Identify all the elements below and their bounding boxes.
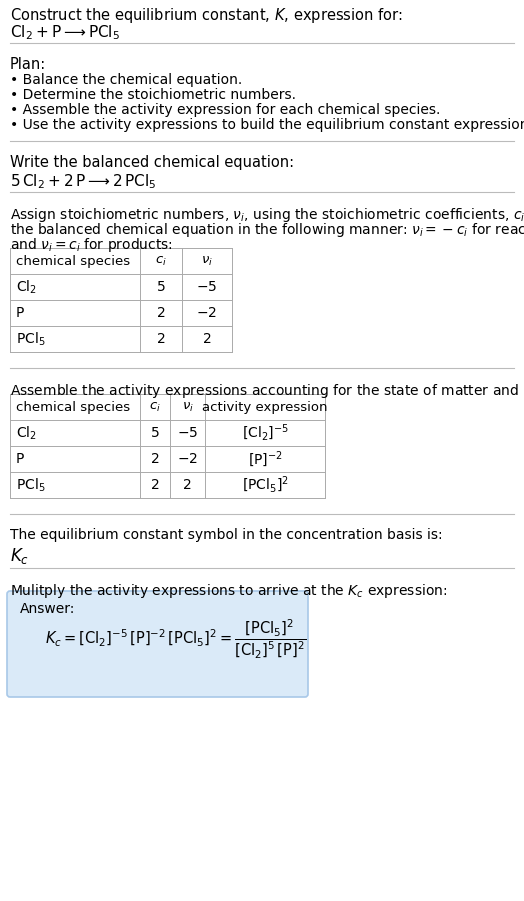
Text: 2: 2 xyxy=(157,332,166,346)
Text: the balanced chemical equation in the following manner: $\nu_i = -c_i$ for react: the balanced chemical equation in the fo… xyxy=(10,221,524,239)
Text: The equilibrium constant symbol in the concentration basis is:: The equilibrium constant symbol in the c… xyxy=(10,528,443,542)
Text: $\nu_i$: $\nu_i$ xyxy=(181,400,193,414)
Text: activity expression: activity expression xyxy=(202,401,328,414)
Text: $K_c = [\mathrm{Cl_2}]^{-5}\,[\mathrm{P}]^{-2}\,[\mathrm{PCl_5}]^{2} = \dfrac{[\: $K_c = [\mathrm{Cl_2}]^{-5}\,[\mathrm{P}… xyxy=(45,617,306,660)
Text: $\mathrm{Cl_2}$: $\mathrm{Cl_2}$ xyxy=(16,278,37,296)
Text: $[\mathrm{P}]^{-2}$: $[\mathrm{P}]^{-2}$ xyxy=(248,449,282,469)
Text: $-5$: $-5$ xyxy=(177,426,198,440)
Text: 2: 2 xyxy=(150,452,159,466)
Text: P: P xyxy=(16,452,25,466)
Text: Answer:: Answer: xyxy=(20,602,75,616)
Text: 2: 2 xyxy=(157,306,166,320)
Text: $-2$: $-2$ xyxy=(177,452,198,466)
Text: chemical species: chemical species xyxy=(16,254,130,268)
Text: $[\mathrm{Cl_2}]^{-5}$: $[\mathrm{Cl_2}]^{-5}$ xyxy=(242,423,288,443)
Text: $-2$: $-2$ xyxy=(196,306,217,320)
Text: $\nu_i$: $\nu_i$ xyxy=(201,254,213,268)
Text: $\mathrm{Cl_2}$: $\mathrm{Cl_2}$ xyxy=(16,424,37,441)
Text: • Use the activity expressions to build the equilibrium constant expression.: • Use the activity expressions to build … xyxy=(10,118,524,132)
Text: chemical species: chemical species xyxy=(16,401,130,414)
Text: and $\nu_i = c_i$ for products:: and $\nu_i = c_i$ for products: xyxy=(10,236,173,254)
Text: 2: 2 xyxy=(183,478,192,492)
Text: • Determine the stoichiometric numbers.: • Determine the stoichiometric numbers. xyxy=(10,88,296,102)
Text: Mulitply the activity expressions to arrive at the $K_c$ expression:: Mulitply the activity expressions to arr… xyxy=(10,582,447,600)
Text: 5: 5 xyxy=(150,426,159,440)
Text: P: P xyxy=(16,306,25,320)
Text: $\mathrm{PCl_5}$: $\mathrm{PCl_5}$ xyxy=(16,331,46,348)
Text: $\mathrm{5\,Cl_2 + 2\,P \longrightarrow 2\,PCl_5}$: $\mathrm{5\,Cl_2 + 2\,P \longrightarrow … xyxy=(10,172,157,191)
Text: Plan:: Plan: xyxy=(10,57,46,72)
Text: $\mathrm{PCl_5}$: $\mathrm{PCl_5}$ xyxy=(16,477,46,494)
Text: Write the balanced chemical equation:: Write the balanced chemical equation: xyxy=(10,155,294,170)
Text: 5: 5 xyxy=(157,280,166,294)
Text: $K_c$: $K_c$ xyxy=(10,546,29,566)
Text: $[\mathrm{PCl_5}]^{2}$: $[\mathrm{PCl_5}]^{2}$ xyxy=(242,475,288,496)
Text: 2: 2 xyxy=(150,478,159,492)
Text: 2: 2 xyxy=(203,332,211,346)
Text: $\mathrm{Cl_2 + P \longrightarrow PCl_5}$: $\mathrm{Cl_2 + P \longrightarrow PCl_5}… xyxy=(10,23,120,41)
Text: $c_i$: $c_i$ xyxy=(155,254,167,268)
Text: $-5$: $-5$ xyxy=(196,280,217,294)
Text: Construct the equilibrium constant, $K$, expression for:: Construct the equilibrium constant, $K$,… xyxy=(10,6,402,25)
Text: $c_i$: $c_i$ xyxy=(149,400,161,414)
Text: • Balance the chemical equation.: • Balance the chemical equation. xyxy=(10,73,242,87)
Text: Assign stoichiometric numbers, $\nu_i$, using the stoichiometric coefficients, $: Assign stoichiometric numbers, $\nu_i$, … xyxy=(10,206,524,224)
FancyBboxPatch shape xyxy=(7,591,308,697)
Text: Assemble the activity expressions accounting for the state of matter and $\nu_i$: Assemble the activity expressions accoun… xyxy=(10,382,524,400)
Text: • Assemble the activity expression for each chemical species.: • Assemble the activity expression for e… xyxy=(10,103,440,117)
